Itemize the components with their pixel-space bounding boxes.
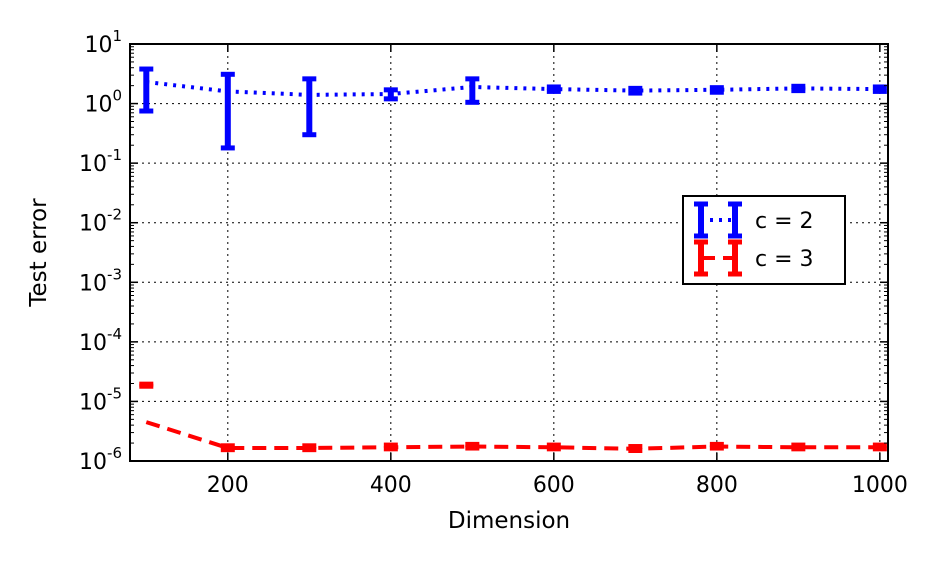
- y-tick-label: 10-1: [79, 146, 122, 177]
- y-tick-label: 100: [84, 87, 122, 118]
- x-tick-label: 200: [207, 473, 249, 498]
- legend-entry: c = 3: [694, 239, 814, 277]
- legend-box: [682, 195, 846, 285]
- x-tick-label: 400: [370, 473, 412, 498]
- legend: c = 2 c = 3: [682, 195, 846, 285]
- grid: [130, 44, 888, 461]
- legend-entry: c = 2: [694, 201, 814, 239]
- y-tick-label: 10-5: [79, 384, 122, 415]
- ticks: 200 400 600 800 1000 10-6 10-5 10-4 10-3 10-2 10-1…: [79, 27, 908, 498]
- legend-label: c = 3: [755, 247, 814, 272]
- x-tick-label: 1000: [852, 473, 908, 498]
- x-tick-label: 600: [533, 473, 575, 498]
- y-tick-label: 10-4: [79, 325, 122, 356]
- legend-label: c = 2: [755, 209, 814, 234]
- series-1: [139, 66, 887, 151]
- series-layer: [139, 66, 887, 454]
- series-line: [145, 420, 880, 451]
- series-line: [146, 80, 880, 97]
- y-tick-label: 10-2: [79, 206, 122, 237]
- y-axis-title: Test error: [26, 198, 52, 308]
- x-axis-title: Dimension: [448, 508, 570, 534]
- plot-frame: [129, 43, 889, 462]
- x-tick-label: 800: [696, 473, 738, 498]
- series-2: [139, 381, 887, 454]
- y-tick-label: 10-6: [79, 444, 122, 475]
- y-tick-label: 101: [84, 27, 122, 58]
- y-tick-label: 10-3: [79, 265, 122, 296]
